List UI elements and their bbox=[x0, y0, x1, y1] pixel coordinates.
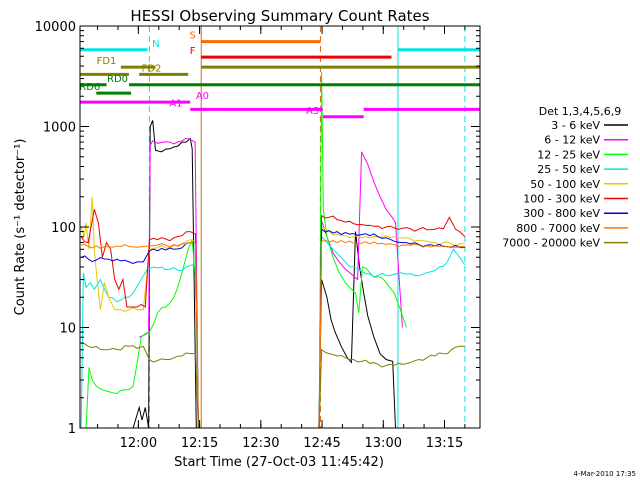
x-tick-label-3: 12:30 bbox=[242, 436, 279, 451]
legend-label-800-7000-kev: 800 - 7000 keV bbox=[516, 222, 600, 235]
y-tick-label-1: 1 bbox=[68, 422, 76, 437]
x-tick-label-2: 12:15 bbox=[181, 436, 218, 451]
flag-label-fd1: FD1 bbox=[97, 56, 117, 67]
chart-title: HESSI Observing Summary Count Rates bbox=[130, 7, 429, 25]
legend-label-300-800-kev: 300 - 800 keV bbox=[523, 207, 600, 220]
flag-label-a1: A1 bbox=[169, 98, 182, 109]
timestamp-footer: 4-Mar-2010 17:35 bbox=[574, 470, 636, 478]
legend-label-12-25-kev: 12 - 25 keV bbox=[537, 148, 600, 161]
y-tick-label-4: 1000 bbox=[43, 121, 76, 136]
flag-label-a0: A0 bbox=[196, 91, 209, 102]
flag-label-fd2: FD2 bbox=[142, 63, 162, 74]
x-tick-label-5: 13:00 bbox=[365, 436, 402, 451]
flag-label-rd0: RD0 bbox=[107, 74, 128, 85]
legend-label-25-50-kev: 25 - 50 keV bbox=[537, 163, 600, 176]
y-tick-label-2: 10 bbox=[59, 322, 76, 337]
x-tick-label-1: 12:00 bbox=[120, 436, 157, 451]
legend-title: Det 1,3,4,5,6,9 bbox=[539, 105, 622, 118]
flag-label-n: N bbox=[152, 39, 159, 50]
flag-label-a3: A3 bbox=[306, 106, 319, 117]
legend-label-50-100-kev: 50 - 100 keV bbox=[530, 178, 600, 191]
flag-label-s: S bbox=[189, 31, 195, 42]
state-flags: N SF FD1 FD2 RD0 RD6 A0 A1 A3 bbox=[79, 31, 480, 119]
y-axis-label: Count Rate (s⁻¹ detector⁻¹) bbox=[13, 139, 28, 316]
y-tick-label-3: 100 bbox=[51, 221, 76, 236]
legend-label-100-300-kev: 100 - 300 keV bbox=[523, 193, 600, 206]
x-axis-label: Start Time (27-Oct-03 11:45:42) bbox=[174, 455, 384, 470]
x-tick-label-6: 13:15 bbox=[426, 436, 463, 451]
flag-label-rd6: RD6 bbox=[79, 82, 100, 93]
flag-label-f: F bbox=[190, 46, 196, 57]
legend-label-3-6-kev: 3 - 6 keV bbox=[551, 119, 600, 132]
y-tick-label-5: 10000 bbox=[35, 20, 76, 35]
legend-label-7000-20000-kev: 7000 - 20000 keV bbox=[502, 237, 600, 250]
axes: 12:00 12:15 12:30 12:45 13:00 13:15 1 10 100 1000… bbox=[35, 20, 480, 451]
x-tick-label-4: 12:45 bbox=[303, 436, 340, 451]
legend-label-6-12-kev: 6 - 12 keV bbox=[544, 134, 600, 147]
